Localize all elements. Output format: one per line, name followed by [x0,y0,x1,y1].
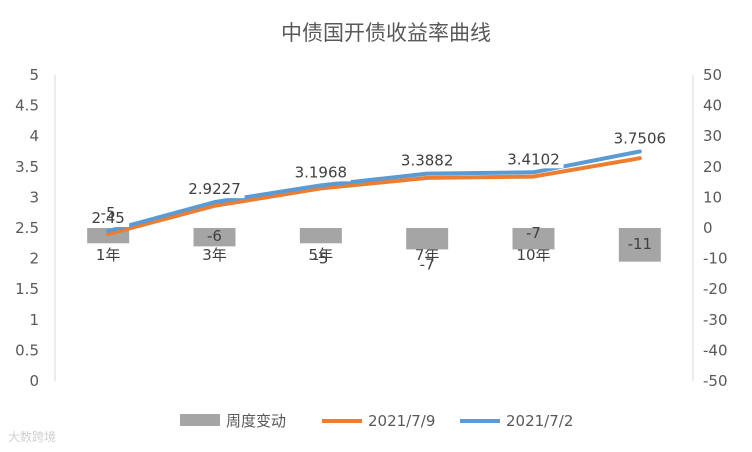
watermark: 大数跨境 [8,430,57,444]
bar-weekly-change [618,228,661,262]
chart-title: 中债国开债收益率曲线 [281,21,491,45]
bar-weekly-change [193,228,236,247]
y-right-tick-label: 0 [703,219,713,237]
data-labels: 2.45 2.9227 3.1968 3.3882 3.4102 3.7506 -5 -6 -5… [87,127,670,273]
bar-weekly-change [299,228,342,244]
bar-data-label: -7 [526,224,541,242]
y-left-tick-label: 2 [29,250,39,268]
line-data-label-bg [397,149,458,170]
y-left-tick-label: 0.5 [15,341,39,359]
line-data-label-bg [184,178,245,199]
line-data-label-bg [290,161,351,182]
x-category-label: 10年 [516,246,550,264]
line-data-label: 3.7506 [614,129,667,147]
legend-swatch-bar [180,414,220,426]
y-right-tick-label: -10 [703,250,728,268]
line-data-label: 2.9227 [188,180,241,198]
legend: 周度变动 2021/7/9 2021/7/2 [180,412,573,430]
bars-series [87,228,661,262]
y-left-tick-label: 3 [29,188,39,206]
line-data-label-bg [87,207,130,228]
y-right-tick-label: 30 [703,127,722,145]
bar-weekly-change [406,228,449,250]
y-left-tick-label: 3.5 [15,158,39,176]
line-data-label: 3.1968 [295,163,348,181]
line-series-2021-7-2 [106,149,642,234]
y-right-tick-label: 40 [703,97,722,115]
line-data-label-bg [503,148,564,169]
y-left-tick-label: 4 [29,127,39,145]
legend-label: 2021/7/2 [506,412,573,430]
line-data-label: 3.4102 [507,150,560,168]
y-right-tick-label: 20 [703,158,722,176]
y-right-tick-label: 10 [703,188,722,206]
lines-series [106,149,642,237]
y-left-tick-label: 2.5 [15,219,39,237]
x-category-label: 3年 [202,246,227,264]
x-category-label: 1年 [96,246,121,264]
x-category-label: 5年 [309,246,334,264]
line-data-label: 2.45 [91,209,124,227]
line-data-label-bg [609,127,670,148]
y-left-tick-label: 1 [29,311,39,329]
y-right-tick-label: -30 [703,311,728,329]
bar-data-label: -7 [420,255,435,273]
y-left-tick-label: 1.5 [15,280,39,298]
y-right-tick-label: -50 [703,372,728,390]
y-left-tick-label: 0 [29,372,39,390]
legend-label: 周度变动 [226,412,286,430]
line-data-label: 3.3882 [401,152,454,170]
y-right-tick-label: -20 [703,280,728,298]
legend-label: 2021/7/9 [368,412,435,430]
y-right-tick-label: -40 [703,341,728,359]
bar-data-label: -6 [207,227,222,245]
line-series-2021-7-9 [106,156,642,237]
bar-weekly-change [512,228,555,250]
bar-data-label: -5 [313,249,328,267]
bar-data-label: -11 [628,235,653,253]
y-left-tick-label: 4.5 [15,97,39,115]
bar-data-label: -5 [101,204,116,222]
y-left-tick-label: 5 [29,66,39,84]
x-category-label: 7年 [415,246,440,264]
y-right-tick-label: 50 [703,66,722,84]
